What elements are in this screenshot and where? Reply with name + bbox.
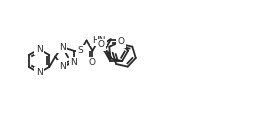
Text: HN: HN (92, 36, 105, 45)
Text: N: N (70, 58, 77, 67)
Text: N: N (36, 45, 42, 54)
Text: O: O (98, 40, 105, 50)
Text: N: N (59, 62, 66, 71)
Text: O: O (118, 37, 125, 46)
Text: N: N (36, 68, 42, 77)
Text: N: N (59, 43, 66, 52)
Text: O: O (89, 58, 96, 67)
Text: S: S (78, 46, 83, 55)
